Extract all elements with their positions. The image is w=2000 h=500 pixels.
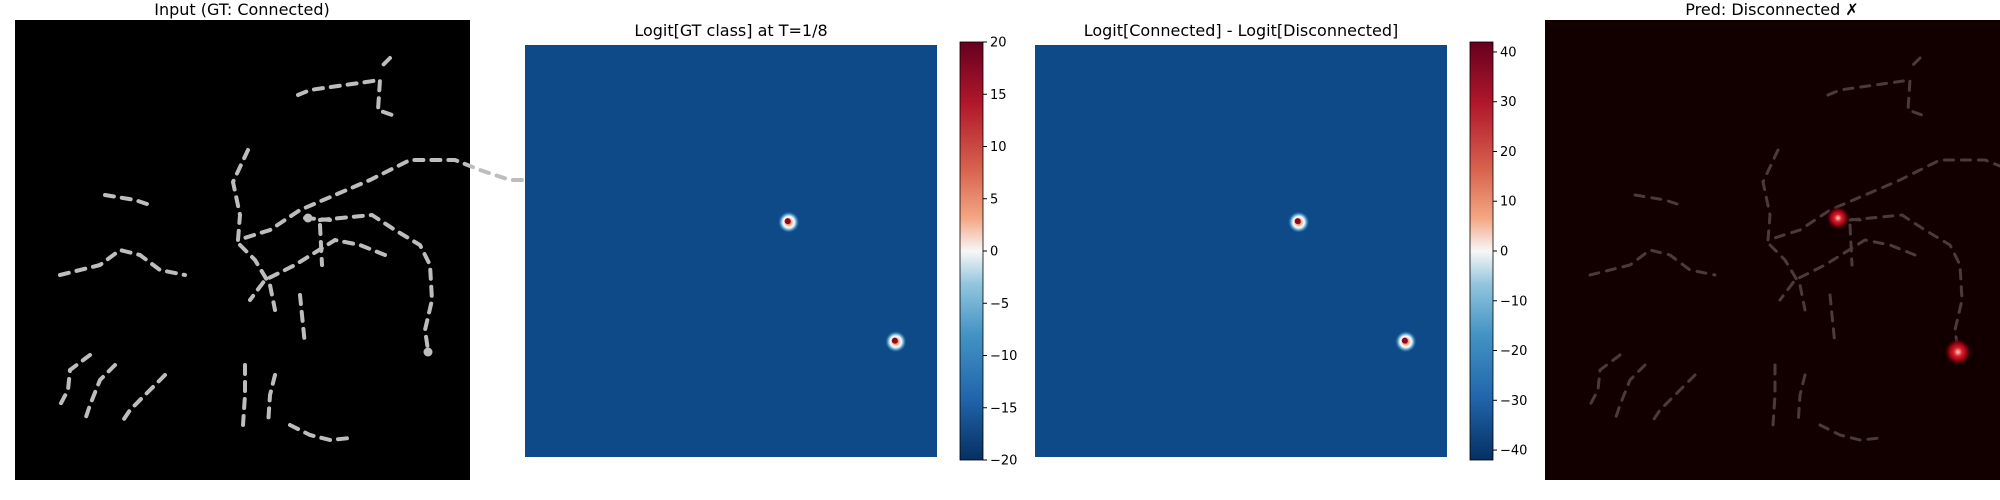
panel-title: Logit[GT class] at T=1/8 bbox=[634, 21, 827, 40]
colorbar-tick-label: 15 bbox=[990, 88, 1007, 103]
hotspots bbox=[1287, 211, 1417, 353]
hotspot-core bbox=[784, 218, 791, 225]
colorbar-tick-label: 10 bbox=[990, 140, 1007, 155]
colorbar-gradient bbox=[959, 41, 984, 461]
colorbar-tick-label: −40 bbox=[1500, 444, 1527, 459]
colorbar-tick-label: 10 bbox=[1500, 195, 1517, 210]
colorbar-tick-label: −15 bbox=[990, 401, 1017, 416]
overlay-image bbox=[1545, 20, 2000, 480]
heat-spot bbox=[1944, 338, 1972, 366]
colorbar-tick-label: 5 bbox=[990, 192, 998, 207]
panel-logit-diff: Logit[Connected] - Logit[Disconnected] −… bbox=[1035, 21, 1527, 461]
hotspot-core bbox=[1294, 218, 1301, 225]
colorbar-tick-label: 20 bbox=[990, 36, 1007, 51]
hotspot-core bbox=[1401, 337, 1408, 344]
panel-input: Input (GT: Connected) bbox=[15, 0, 527, 480]
colorbar-tick-label: 0 bbox=[990, 245, 998, 260]
panel-title: Pred: Disconnected ✗ bbox=[1685, 0, 1858, 19]
heatmap-area bbox=[1035, 45, 1447, 457]
colorbar-tick-label: −20 bbox=[990, 454, 1017, 469]
heatmap-area bbox=[525, 45, 937, 457]
colorbar-tick-label: −5 bbox=[990, 297, 1009, 312]
colorbar-tick-label: 20 bbox=[1500, 145, 1517, 160]
colorbar-tick-label: 30 bbox=[1500, 95, 1517, 110]
panel-gt-logit: Logit[GT class] at T=1/8 −20 −15 −10 −5 0 5 10… bbox=[525, 21, 1017, 469]
colorbar-tick-label: 0 bbox=[1500, 245, 1508, 260]
colorbar-gradient bbox=[1469, 41, 1494, 461]
hotspot-core bbox=[891, 337, 898, 344]
colorbar-tick-label: −30 bbox=[1500, 394, 1527, 409]
hotspots bbox=[777, 211, 907, 353]
colorbar-tick-label: 40 bbox=[1500, 45, 1517, 60]
panel-title: Logit[Connected] - Logit[Disconnected] bbox=[1084, 21, 1399, 40]
panel-prediction: Pred: Disconnected ✗ bbox=[1545, 0, 2000, 480]
panel-title: Input (GT: Connected) bbox=[154, 0, 329, 19]
endpoint-dot bbox=[303, 213, 313, 223]
colorbar: −40 −30 −20 −10 0 10 20 30 40 bbox=[1469, 41, 1527, 461]
colorbar-ticks: −40 −30 −20 −10 0 10 20 30 40 bbox=[1493, 45, 1527, 459]
colorbar-tick-label: −10 bbox=[990, 349, 1017, 364]
colorbar-tick-label: −20 bbox=[1500, 344, 1527, 359]
colorbar: −20 −15 −10 −5 0 5 10 15 20 bbox=[959, 36, 1017, 469]
heat-spot bbox=[1826, 206, 1850, 230]
endpoint-dot bbox=[423, 347, 433, 357]
colorbar-tick-label: −10 bbox=[1500, 294, 1527, 309]
colorbar-ticks: −20 −15 −10 −5 0 5 10 15 20 bbox=[983, 36, 1017, 469]
